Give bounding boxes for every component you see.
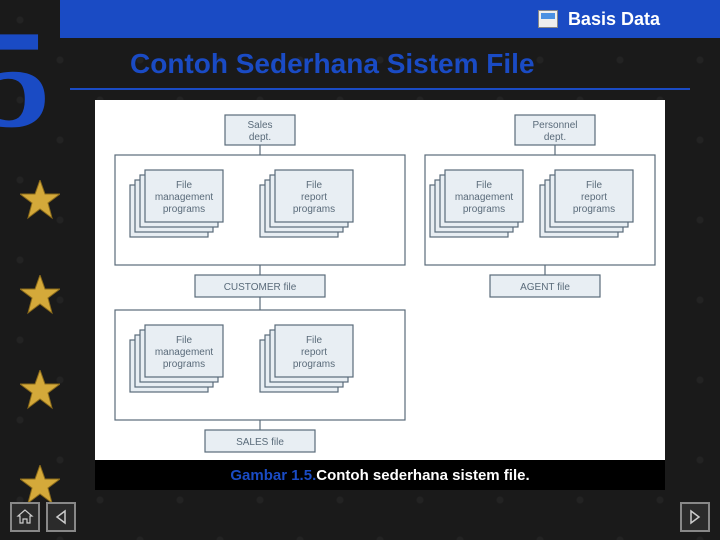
- svg-text:programs: programs: [163, 204, 205, 215]
- svg-text:File: File: [176, 180, 193, 191]
- svg-text:File: File: [586, 180, 603, 191]
- svg-text:File: File: [476, 180, 493, 191]
- star-icon: [20, 370, 60, 410]
- page-title: Contoh Sederhana Sistem File: [130, 48, 535, 80]
- svg-text:programs: programs: [163, 359, 205, 370]
- diagram-container: Salesdept.FilemanagementprogramsFilerepo…: [95, 100, 665, 460]
- svg-text:programs: programs: [573, 204, 615, 215]
- svg-text:Personnel: Personnel: [532, 120, 577, 131]
- star-icon: [20, 465, 60, 505]
- svg-text:report: report: [301, 192, 327, 203]
- star-icon: [20, 275, 60, 315]
- svg-text:management: management: [155, 347, 214, 358]
- title-underline: [70, 88, 690, 90]
- file-system-diagram: Salesdept.FilemanagementprogramsFilerepo…: [95, 100, 665, 460]
- svg-text:dept.: dept.: [544, 132, 566, 143]
- figure-caption: Gambar 1.5. Contoh sederhana sistem file…: [95, 460, 665, 490]
- svg-text:programs: programs: [463, 204, 505, 215]
- star-icon: [20, 180, 60, 220]
- svg-text:File: File: [306, 335, 323, 346]
- prev-button[interactable]: [46, 502, 76, 532]
- svg-text:Sales: Sales: [247, 120, 272, 131]
- svg-text:SALES file: SALES file: [236, 437, 284, 448]
- svg-text:programs: programs: [293, 359, 335, 370]
- caption-prefix: Gambar 1.5.: [230, 467, 316, 484]
- slide-number: 5: [0, 10, 50, 150]
- computer-icon: [538, 10, 558, 28]
- svg-text:report: report: [301, 347, 327, 358]
- svg-text:File: File: [306, 180, 323, 191]
- svg-text:File: File: [176, 335, 193, 346]
- svg-text:management: management: [155, 192, 214, 203]
- caption-text: Contoh sederhana sistem file.: [316, 467, 529, 484]
- nav-controls-left: [10, 502, 76, 532]
- svg-text:management: management: [455, 192, 514, 203]
- svg-text:dept.: dept.: [249, 132, 271, 143]
- header-label: Basis Data: [568, 9, 660, 30]
- next-button[interactable]: [680, 502, 710, 532]
- svg-text:CUSTOMER file: CUSTOMER file: [224, 282, 297, 293]
- star-bullets: [20, 180, 60, 505]
- svg-text:AGENT file: AGENT file: [520, 282, 570, 293]
- svg-text:programs: programs: [293, 204, 335, 215]
- header-bar: Basis Data: [60, 0, 720, 38]
- home-button[interactable]: [10, 502, 40, 532]
- svg-text:report: report: [581, 192, 607, 203]
